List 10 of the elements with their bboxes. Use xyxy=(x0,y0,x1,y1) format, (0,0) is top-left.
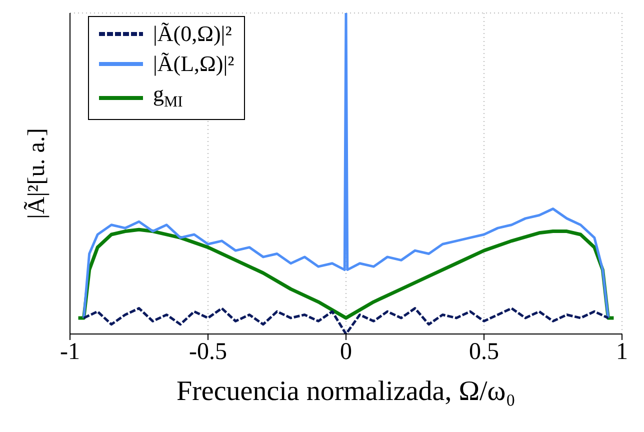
x-tick-label: 1 xyxy=(616,339,628,366)
x-tick-label: -0.5 xyxy=(189,339,227,366)
x-tick-label: -1 xyxy=(60,339,80,366)
y-axis-title: |Ã|²[u. a.] xyxy=(23,128,50,219)
x-tick-label: 0.5 xyxy=(469,339,499,366)
legend-label: g$_{MI}$ xyxy=(153,81,183,110)
x-tick-label: 0 xyxy=(340,339,352,366)
legend-label: |Ã(0,Ω)|² xyxy=(153,21,232,46)
legend-label: |Ã(L,Ω)|² xyxy=(153,51,234,76)
x-axis-title: Frecuencia normalizada, Ω/ω₀ xyxy=(176,376,516,407)
